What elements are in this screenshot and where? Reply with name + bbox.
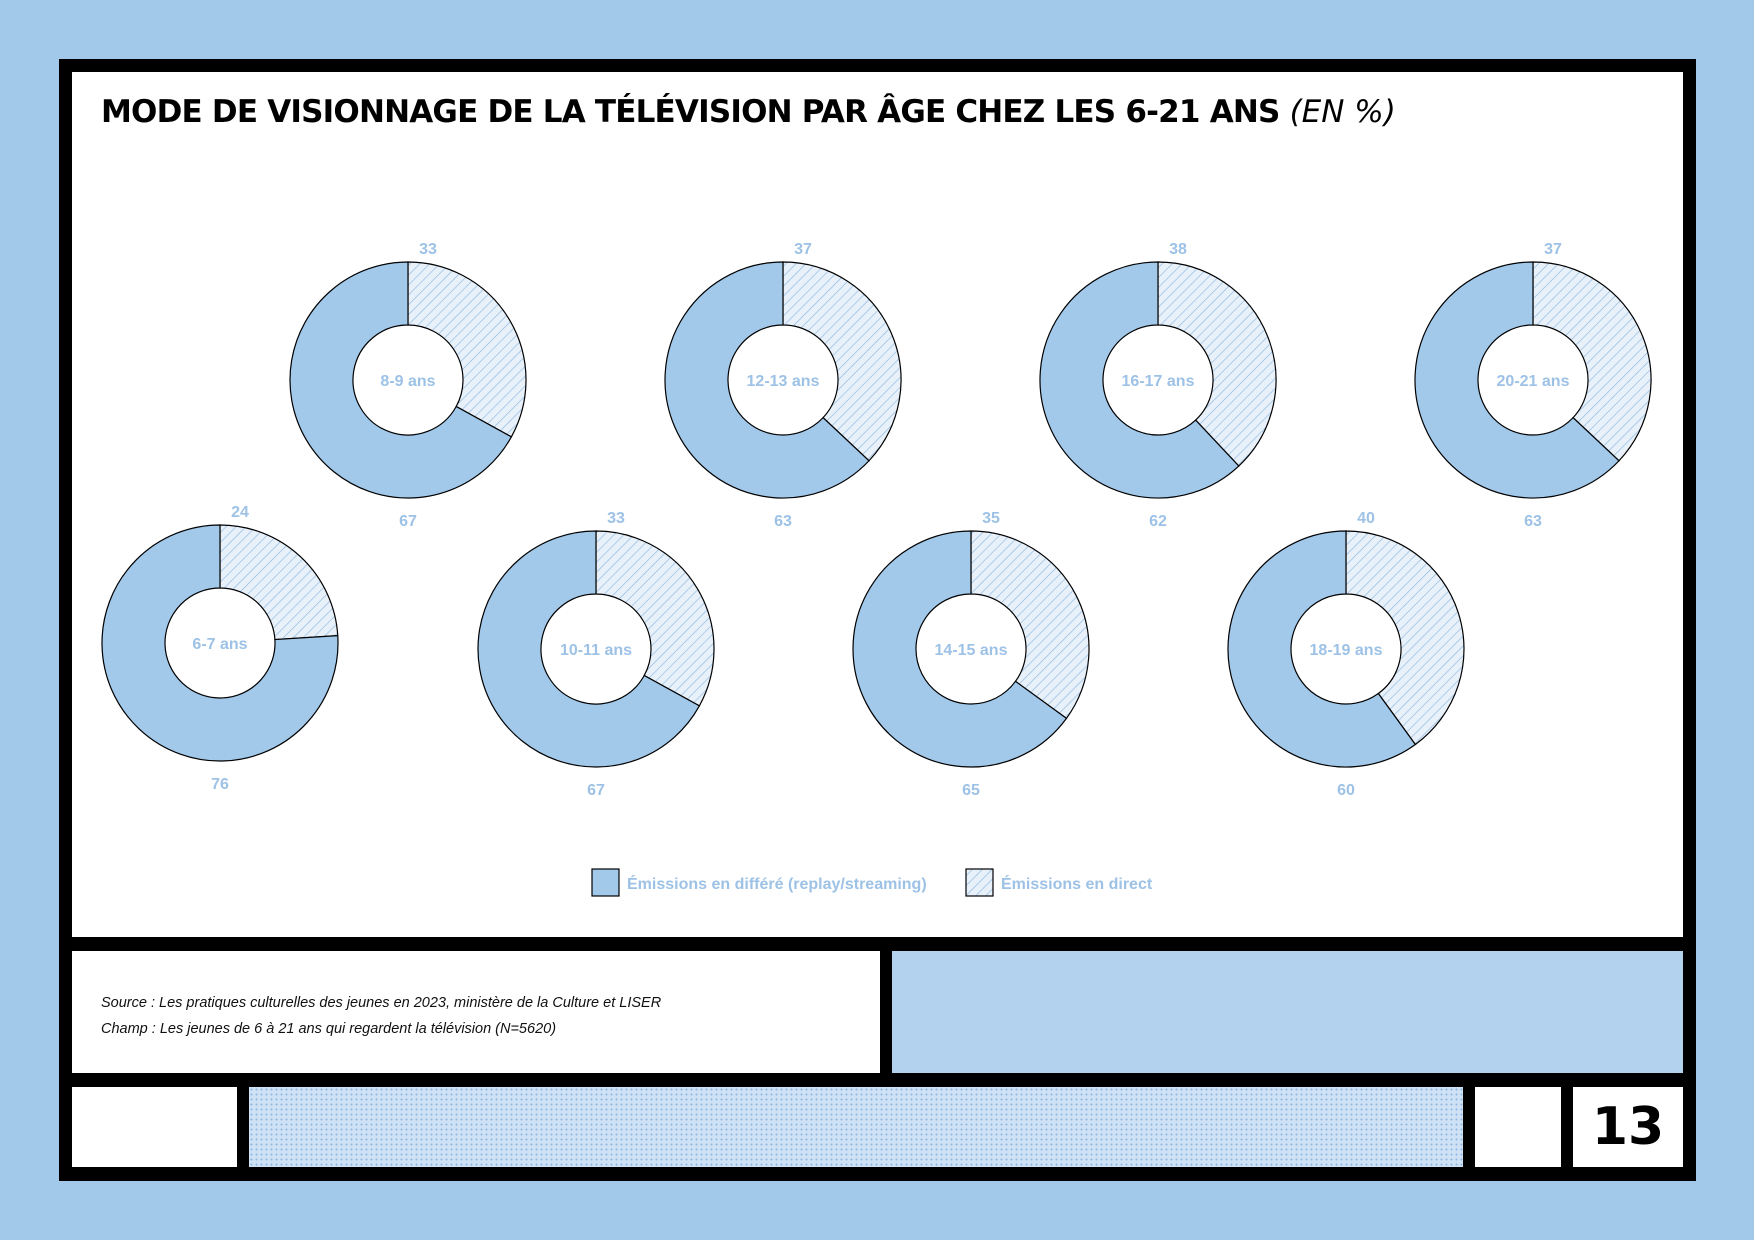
donut-16-17-ans: 38 62 16-17 ans <box>1039 241 1277 530</box>
legend-swatch-differe <box>591 868 620 897</box>
slice-direct-6-7-ans <box>219 524 339 641</box>
label-direct-16-17-ans: 38 <box>1169 241 1187 258</box>
slice-differe-6-7-ans <box>101 524 339 762</box>
label-direct-20-21-ans: 37 <box>1544 241 1562 258</box>
slice-differe-16-17-ans <box>1039 261 1240 499</box>
legend-label-direct: Émissions en direct <box>1001 874 1153 893</box>
slice-direct-18-19-ans <box>1345 530 1465 746</box>
footer-box-left <box>72 1087 237 1167</box>
page-number: 13 <box>1591 1097 1665 1157</box>
footer-box-right <box>1475 1087 1561 1167</box>
label-age-8-9-ans: 8-9 ans <box>380 373 435 390</box>
slice-direct-20-21-ans <box>1532 261 1652 462</box>
donut-18-19-ans: 40 60 18-19 ans <box>1227 510 1465 799</box>
label-differe-16-17-ans: 62 <box>1149 513 1167 530</box>
label-age-10-11-ans: 10-11 ans <box>560 642 632 659</box>
label-age-6-7-ans: 6-7 ans <box>192 636 247 653</box>
donut-8-9-ans: 33 67 8-9 ans <box>289 241 527 530</box>
label-age-20-21-ans: 20-21 ans <box>1497 373 1570 390</box>
page-number-box <box>1573 1087 1683 1167</box>
label-age-18-19-ans: 18-19 ans <box>1310 642 1383 659</box>
label-direct-14-15-ans: 35 <box>982 510 1000 527</box>
label-direct-8-9-ans: 33 <box>419 241 437 258</box>
slice-differe-18-19-ans <box>1227 530 1417 768</box>
donut-10-11-ans: 33 67 10-11 ans <box>477 510 715 799</box>
slice-differe-14-15-ans <box>852 530 1068 768</box>
chart-title-text: MODE DE VISIONNAGE DE LA TÉLÉVISION PAR … <box>101 94 1280 130</box>
field-line: Champ : Les jeunes de 6 à 21 ans qui reg… <box>101 1021 557 1037</box>
label-direct-6-7-ans: 24 <box>231 504 249 521</box>
label-differe-20-21-ans: 63 <box>1524 513 1542 530</box>
slice-differe-20-21-ans <box>1414 261 1620 499</box>
slice-direct-16-17-ans <box>1157 261 1277 467</box>
label-differe-6-7-ans: 76 <box>211 776 229 793</box>
label-age-12-13-ans: 12-13 ans <box>747 373 820 390</box>
legend: Émissions en différé (replay/streaming) … <box>591 868 1153 897</box>
slice-differe-10-11-ans <box>477 530 701 768</box>
label-age-14-15-ans: 14-15 ans <box>935 642 1008 659</box>
chart-title-unit: (EN %) <box>1289 94 1396 130</box>
donut-20-21-ans: 37 63 20-21 ans <box>1414 241 1652 530</box>
donut-6-7-ans: 24 76 6-7 ans <box>101 504 339 793</box>
label-differe-10-11-ans: 67 <box>587 782 605 799</box>
slice-direct-8-9-ans <box>407 261 527 438</box>
source-panel <box>72 951 880 1073</box>
blue-decor-panel <box>892 951 1683 1073</box>
source-note: Source : Les pratiques culturelles des j… <box>101 990 661 1042</box>
label-differe-12-13-ans: 63 <box>774 513 792 530</box>
chart-title: MODE DE VISIONNAGE DE LA TÉLÉVISION PAR … <box>101 94 1396 130</box>
slice-differe-12-13-ans <box>664 261 870 499</box>
slice-direct-12-13-ans <box>782 261 902 462</box>
label-direct-18-19-ans: 40 <box>1357 510 1375 527</box>
label-differe-8-9-ans: 67 <box>399 513 417 530</box>
label-differe-18-19-ans: 60 <box>1337 782 1355 799</box>
slice-direct-10-11-ans <box>595 530 715 707</box>
footer-dotted-band <box>249 1087 1463 1167</box>
donut-12-13-ans: 37 63 12-13 ans <box>664 241 902 530</box>
legend-label-differe: Émissions en différé (replay/streaming) <box>627 874 927 893</box>
label-direct-12-13-ans: 37 <box>794 241 812 258</box>
label-direct-10-11-ans: 33 <box>607 510 625 527</box>
label-differe-14-15-ans: 65 <box>962 782 980 799</box>
label-age-16-17-ans: 16-17 ans <box>1122 373 1195 390</box>
slice-direct-14-15-ans <box>970 530 1090 720</box>
legend-swatch-direct <box>965 868 994 897</box>
donut-14-15-ans: 35 65 14-15 ans <box>852 510 1090 799</box>
chart-panel <box>72 72 1683 937</box>
slice-differe-8-9-ans <box>289 261 513 499</box>
source-line: Source : Les pratiques culturelles des j… <box>101 995 662 1011</box>
